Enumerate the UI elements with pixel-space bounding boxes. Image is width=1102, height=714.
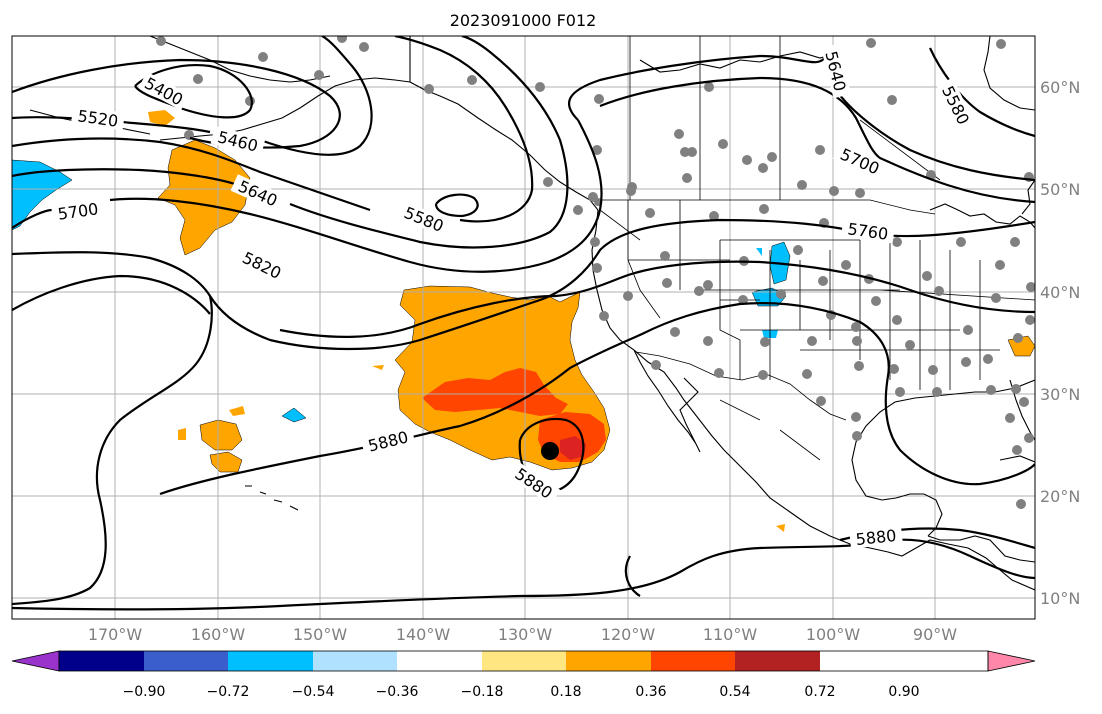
colorbar-labels: −0.90 −0.72 −0.54 −0.36 −0.18 0.18 0.36 …	[123, 684, 920, 700]
colorbar-tick-label: −0.54	[292, 684, 335, 700]
coast-caribbean	[999, 455, 1035, 463]
shading-layer	[12, 110, 1035, 532]
shade-red-1	[422, 368, 568, 416]
shade-orange-small-2	[178, 428, 186, 440]
lon-label: 110°W	[703, 625, 758, 644]
lon-label: 90°W	[913, 625, 957, 644]
colorbar-segment	[59, 651, 144, 671]
shade-cyan-pacific	[281, 407, 307, 423]
shade-orange-small-1	[229, 406, 245, 416]
colorbar-tick-label: 0.54	[719, 684, 750, 700]
colorbar-segment	[228, 651, 313, 671]
colorbar-segment	[313, 651, 397, 671]
colorbar-segment	[566, 651, 651, 671]
coast-alaska-north	[149, 36, 331, 83]
contour-5400	[134, 64, 253, 119]
colorbar	[11, 650, 1036, 672]
colorbar-tick-label: −0.36	[376, 684, 419, 700]
contour-5760	[12, 218, 1035, 351]
colorbar-extend-high	[987, 650, 1036, 672]
storm-center-marker	[541, 442, 559, 460]
colorbar-tick-label: 0.90	[888, 684, 919, 700]
colorbar-extend-low	[11, 650, 60, 672]
shade-darkred	[560, 436, 586, 460]
lon-label: 120°W	[601, 625, 656, 644]
border-canada-provinces	[629, 36, 941, 200]
border-mexico-states	[719, 399, 821, 461]
shade-cyan-rockies-4	[756, 248, 762, 256]
colorbar-tick-label: 0.36	[635, 684, 666, 700]
graticule	[12, 36, 1035, 619]
colorbar-tick-label: 0.72	[804, 684, 835, 700]
contour-5880-south	[12, 538, 1035, 611]
contour-label: 5880	[855, 526, 897, 549]
colorbar-segment	[482, 651, 566, 671]
colorbar-tick-label: −0.72	[207, 684, 250, 700]
lat-label: 60°N	[1040, 78, 1080, 97]
colorbar-segment	[651, 651, 735, 671]
lat-label: 40°N	[1040, 283, 1080, 302]
coast-central-america	[927, 535, 1035, 563]
contour-5580-loop	[434, 193, 479, 218]
station-markers	[105, 36, 1035, 509]
lon-label: 160°W	[191, 625, 246, 644]
lat-label: 50°N	[1040, 180, 1080, 199]
coast-great-lakes	[929, 203, 1035, 229]
lon-label: 170°W	[88, 625, 143, 644]
latitude-labels: 10°N 20°N 30°N 40°N 50°N 60°N	[1040, 78, 1080, 608]
colorbar-segment	[735, 651, 820, 671]
contour-5700-east	[599, 76, 1035, 204]
lon-label: 100°W	[806, 625, 861, 644]
shade-orange-west	[157, 139, 251, 256]
coast-alaska	[159, 77, 411, 141]
contour-5640	[12, 36, 569, 249]
contour-5820	[12, 260, 1035, 338]
lon-label: 150°W	[293, 625, 348, 644]
border-us-mexico	[635, 351, 847, 421]
coast-hudson	[983, 36, 1035, 111]
contour-5520b	[259, 36, 373, 156]
colorbar-segment	[397, 651, 482, 671]
shade-orange-hawaii-1	[199, 419, 243, 451]
shade-cyan-west	[12, 159, 73, 231]
lon-label: 130°W	[498, 625, 553, 644]
shade-orange-small-4	[372, 365, 384, 370]
coast-hawaii	[245, 485, 299, 511]
contour-5460	[12, 58, 341, 149]
colorbar-tick-label: −0.90	[123, 684, 166, 700]
longitude-labels: 170°W 160°W 150°W 140°W 130°W 120°W 110°…	[88, 625, 957, 644]
contour-5700	[12, 119, 603, 273]
lat-label: 30°N	[1040, 385, 1080, 404]
lat-label: 10°N	[1040, 589, 1080, 608]
coast-baja	[633, 349, 701, 453]
coast-gulf	[851, 379, 1035, 537]
contour-5580-east	[928, 47, 1035, 138]
coast-arctic	[639, 51, 841, 73]
lon-label: 140°W	[396, 625, 451, 644]
map-frame	[11, 35, 1036, 620]
colorbar-segment	[144, 651, 228, 671]
colorbar-tick-label: 0.18	[550, 684, 581, 700]
map-title: 2023091000 F012	[450, 11, 597, 30]
shade-orange-alaska	[148, 110, 175, 126]
shade-orange-small-3	[776, 524, 785, 532]
border-us-canada	[596, 199, 936, 215]
border-states-1	[627, 200, 981, 390]
contour-5880-west	[12, 295, 213, 606]
coast-east	[1021, 179, 1035, 215]
colorbar-tick-label: −0.18	[461, 684, 504, 700]
contour-5640-east	[567, 54, 1035, 182]
lat-label: 20°N	[1040, 487, 1080, 506]
borders	[409, 36, 1035, 461]
contour-5580	[12, 36, 534, 223]
colorbar-frame	[58, 650, 989, 672]
coast-north-america	[409, 36, 1035, 591]
